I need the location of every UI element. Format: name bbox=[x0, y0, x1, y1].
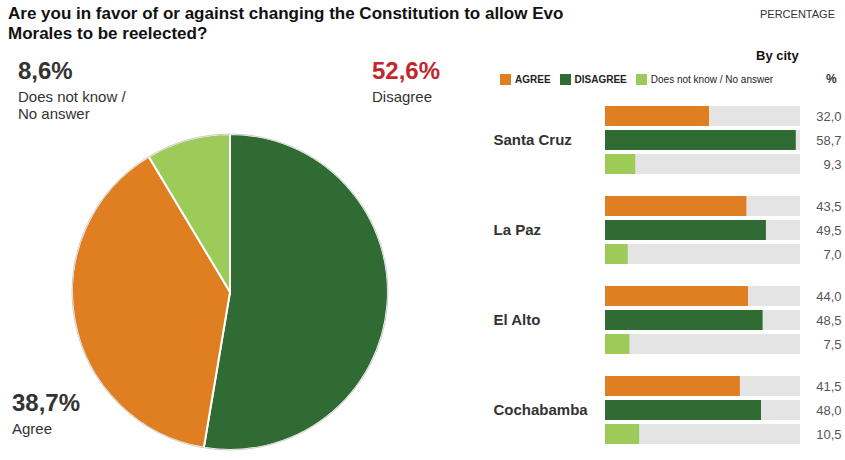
html-text:Agree: Agree bbox=[12, 420, 52, 437]
svg-text:Santa Cruz: Santa Cruz bbox=[494, 131, 572, 148]
html-text:DISAGREE: DISAGREE bbox=[574, 74, 627, 85]
svg-text:58,7: 58,7 bbox=[816, 133, 841, 148]
svg-text:48,0: 48,0 bbox=[816, 403, 841, 418]
html-text:Are you in favor of or against: Are you in favor of or against changing … bbox=[8, 4, 564, 43]
svg-text:41,5: 41,5 bbox=[816, 379, 841, 394]
svg-text:49,5: 49,5 bbox=[816, 223, 841, 238]
html-text:8,6%: 8,6% bbox=[18, 57, 73, 84]
svg-text:Cochabamba: Cochabamba bbox=[494, 401, 589, 418]
svg-text:9,3: 9,3 bbox=[823, 157, 841, 172]
svg-text:44,0: 44,0 bbox=[816, 289, 841, 304]
html-text:Disagree: Disagree bbox=[372, 88, 432, 105]
svg-text:10,5: 10,5 bbox=[816, 427, 841, 442]
html-text:By city: By city bbox=[756, 48, 799, 63]
html-text:Does not know / No answer: Does not know / No answer bbox=[650, 74, 774, 85]
html-text:52,6%: 52,6% bbox=[372, 57, 441, 84]
svg-text:43,5: 43,5 bbox=[816, 199, 841, 214]
html-text:Does not know / No answer: Does not know / No answer bbox=[18, 88, 126, 123]
svg-text:48,5: 48,5 bbox=[816, 313, 841, 328]
svg-text:7,5: 7,5 bbox=[823, 337, 841, 352]
svg-text:La Paz: La Paz bbox=[494, 221, 542, 238]
svg-text:7,0: 7,0 bbox=[823, 247, 841, 262]
html-text:AGREE: AGREE bbox=[515, 74, 551, 85]
svg-text:32,0: 32,0 bbox=[816, 109, 841, 124]
html-text:38,7%: 38,7% bbox=[12, 389, 81, 416]
svg-text:El Alto: El Alto bbox=[494, 311, 541, 328]
html-text:PERCENTAGE: PERCENTAGE bbox=[760, 8, 835, 20]
